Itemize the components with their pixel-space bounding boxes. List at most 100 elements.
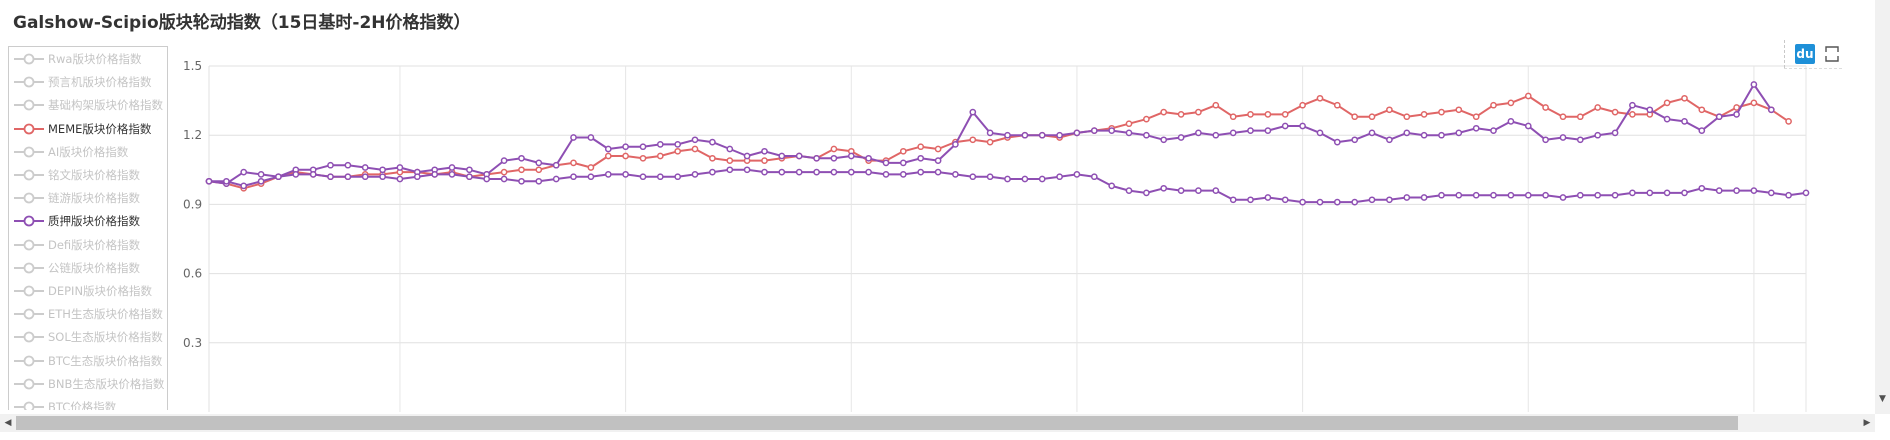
data-point bbox=[1542, 104, 1549, 111]
data-point bbox=[1559, 194, 1567, 201]
data-point bbox=[223, 177, 230, 185]
data-point bbox=[639, 173, 647, 181]
data-point bbox=[899, 147, 907, 155]
horizontal-scrollbar[interactable]: ◀ ▶ bbox=[0, 414, 1875, 432]
data-point bbox=[1733, 187, 1740, 194]
data-point bbox=[1472, 191, 1480, 199]
data-point bbox=[1559, 113, 1567, 121]
data-point bbox=[604, 145, 612, 153]
legend-label: 链游版块价格指数 bbox=[48, 191, 140, 206]
data-point bbox=[1143, 189, 1150, 197]
data-point bbox=[570, 134, 577, 141]
data-point bbox=[743, 152, 751, 160]
legend-item[interactable]: DEPIN版块价格指数 bbox=[14, 282, 152, 300]
data-point bbox=[587, 134, 595, 141]
data-point bbox=[1767, 189, 1775, 197]
scroll-down-icon[interactable]: ▼ bbox=[1879, 394, 1886, 404]
data-point bbox=[1090, 127, 1098, 134]
data-point bbox=[570, 173, 577, 181]
data-point bbox=[1160, 108, 1168, 116]
data-point bbox=[882, 159, 890, 167]
data-point bbox=[1143, 131, 1150, 139]
legend-label: ETH生态版块价格指数 bbox=[48, 307, 163, 322]
vertical-scrollbar[interactable]: ▼ bbox=[1875, 0, 1890, 414]
data-point bbox=[847, 152, 855, 160]
data-point bbox=[1559, 134, 1567, 141]
data-point bbox=[1698, 127, 1706, 134]
data-point bbox=[570, 159, 577, 167]
scroll-right-icon[interactable]: ▶ bbox=[1863, 418, 1871, 428]
data-point bbox=[1750, 81, 1758, 88]
data-point bbox=[1524, 92, 1532, 100]
legend-item[interactable]: SOL生态版块价格指数 bbox=[14, 328, 163, 346]
data-point bbox=[691, 136, 699, 144]
data-point bbox=[1524, 191, 1532, 199]
legend-item[interactable]: 公链版块价格指数 bbox=[14, 259, 140, 277]
legend-item[interactable]: BNB生态版块价格指数 bbox=[14, 375, 164, 393]
data-point bbox=[1299, 122, 1306, 130]
data-point bbox=[1299, 198, 1306, 206]
data-point bbox=[934, 145, 942, 153]
data-point bbox=[1646, 189, 1654, 197]
data-point bbox=[500, 168, 508, 176]
legend-item[interactable]: 基础构架版块价格指数 bbox=[14, 96, 163, 114]
data-point bbox=[1472, 113, 1480, 121]
data-point bbox=[1611, 108, 1619, 116]
data-point bbox=[1212, 187, 1220, 194]
data-point bbox=[1698, 184, 1706, 192]
data-point bbox=[344, 173, 352, 181]
data-point bbox=[466, 166, 473, 174]
legend-item[interactable]: 质押版块价格指数 bbox=[14, 212, 140, 230]
data-point bbox=[934, 157, 942, 164]
legend-swatch-icon bbox=[14, 192, 44, 204]
data-point bbox=[899, 159, 907, 167]
data-point bbox=[969, 173, 977, 181]
data-point bbox=[726, 166, 734, 174]
legend-item[interactable]: Rwa版块价格指数 bbox=[14, 50, 141, 68]
data-point bbox=[1403, 113, 1411, 121]
legend-item[interactable]: 链游版块价格指数 bbox=[14, 189, 140, 207]
data-point bbox=[1681, 94, 1688, 102]
data-point bbox=[1368, 113, 1376, 121]
data-point bbox=[830, 145, 838, 153]
data-point bbox=[622, 152, 629, 160]
data-point bbox=[1160, 184, 1168, 192]
chart-title: Galshow-Scipio版块轮动指数（15日基时-2H价格指数） bbox=[13, 13, 471, 33]
du-toolbox-button[interactable]: du bbox=[1795, 44, 1815, 64]
legend-label: SOL生态版块价格指数 bbox=[48, 330, 163, 345]
legend-label: BNB生态版块价格指数 bbox=[48, 376, 165, 391]
fullscreen-icon[interactable] bbox=[1823, 44, 1841, 64]
data-point bbox=[1576, 136, 1584, 144]
legend-item[interactable]: BTC生态版块价格指数 bbox=[14, 352, 162, 370]
data-point bbox=[257, 177, 265, 185]
data-point bbox=[761, 168, 768, 176]
data-point bbox=[639, 154, 647, 162]
data-point bbox=[1715, 113, 1723, 121]
data-point bbox=[240, 168, 248, 176]
data-point bbox=[1108, 182, 1116, 190]
data-point bbox=[379, 173, 386, 181]
data-point bbox=[1264, 127, 1272, 134]
legend-swatch-icon bbox=[14, 239, 44, 250]
data-point bbox=[448, 171, 456, 178]
data-point bbox=[1507, 99, 1515, 107]
legend-item[interactable]: 预言机版块价格指数 bbox=[14, 73, 152, 91]
data-point bbox=[1160, 136, 1168, 144]
legend-item[interactable]: ETH生态版块价格指数 bbox=[14, 305, 163, 323]
data-point bbox=[1247, 127, 1254, 134]
data-point bbox=[379, 166, 386, 174]
legend-item[interactable]: 铭文版块价格指数 bbox=[14, 166, 140, 184]
data-point bbox=[1438, 108, 1445, 116]
legend-item[interactable]: Defi版块价格指数 bbox=[14, 236, 140, 254]
data-point bbox=[1229, 196, 1237, 204]
scroll-left-icon[interactable]: ◀ bbox=[4, 418, 12, 428]
horizontal-scroll-thumb[interactable] bbox=[16, 416, 1738, 430]
data-point bbox=[917, 143, 925, 151]
legend-item[interactable]: BTC价格指数 bbox=[14, 398, 116, 410]
data-point bbox=[1750, 187, 1758, 194]
data-point bbox=[1004, 175, 1011, 183]
legend-item[interactable]: MEME版块价格指数 bbox=[14, 120, 151, 138]
legend-item[interactable]: AI版块价格指数 bbox=[14, 143, 128, 161]
legend-label: 预言机版块价格指数 bbox=[48, 75, 152, 90]
data-point bbox=[1247, 196, 1254, 204]
